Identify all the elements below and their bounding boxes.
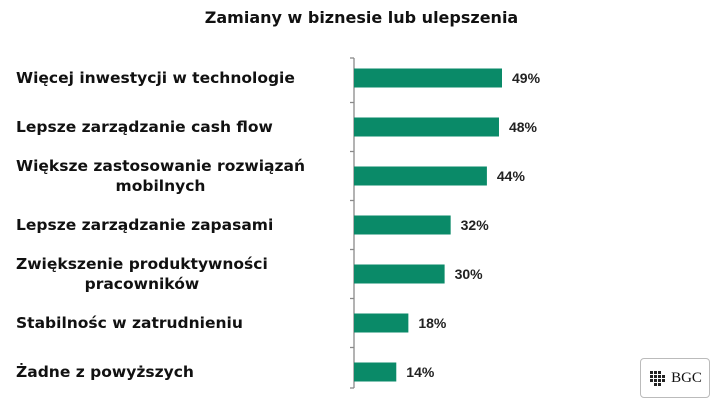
value-label: 49% [512, 70, 541, 86]
value-label: 48% [509, 119, 538, 135]
value-label: 30% [455, 266, 484, 282]
bar [354, 264, 445, 284]
category-label: Lepsze zarządzanie cash flow [16, 118, 273, 136]
category-label: Większe zastosowanie rozwiązań mobilnych [16, 157, 305, 195]
bar [354, 362, 397, 382]
category-label: Stabilnośc w zatrudnieniu [16, 314, 243, 332]
category-label: Żadne z powyższych [16, 362, 194, 381]
chart-title: Zamiany w biznesie lub ulepszenia [204, 8, 519, 27]
value-label: 14% [406, 364, 435, 380]
bar [354, 166, 487, 186]
bgc-logo: BGC [640, 358, 710, 398]
bar [354, 215, 451, 235]
bar [354, 117, 499, 137]
logo-text: BGC [671, 369, 702, 386]
value-label: 44% [497, 168, 526, 184]
globe-grid-icon [650, 371, 666, 386]
category-label: Więcej inwestycji w technologie [16, 69, 295, 87]
category-label: Zwiększenie produktywności pracowników [16, 255, 268, 293]
value-label: 32% [461, 217, 490, 233]
value-label: 18% [418, 315, 447, 331]
bar [354, 313, 409, 333]
bar [354, 68, 502, 88]
category-label: Lepsze zarządzanie zapasami [16, 216, 273, 234]
